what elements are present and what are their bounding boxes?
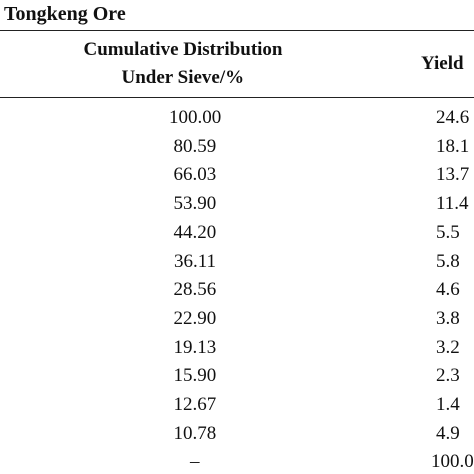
table-cell: 3.8 bbox=[436, 307, 460, 329]
column-header: Cumulative Distribution bbox=[83, 39, 283, 60]
table-cell: 100.00 bbox=[169, 107, 222, 128]
table-cell: 2.3 bbox=[436, 365, 460, 387]
table-cell: 3.2 bbox=[436, 336, 460, 358]
table-cell: 19.13 bbox=[173, 336, 217, 358]
table-cell: 100.0 bbox=[431, 451, 474, 473]
table-cell: 1.4 bbox=[436, 394, 460, 415]
table-cell: – bbox=[190, 451, 200, 473]
table-cell: 24.6 bbox=[436, 107, 470, 128]
table-cell: 15.90 bbox=[173, 365, 217, 387]
table-cell: 10.78 bbox=[173, 422, 217, 444]
table-cell: 4.9 bbox=[436, 422, 460, 444]
table-title: Tongkeng Ore bbox=[4, 3, 126, 25]
table-cell: 44.20 bbox=[173, 221, 217, 243]
table-cell: 36.11 bbox=[174, 250, 217, 272]
table-cell: 53.90 bbox=[173, 193, 217, 215]
top-rule bbox=[0, 30, 474, 31]
table-cell: 80.59 bbox=[173, 135, 217, 157]
table-cell: 5.8 bbox=[436, 250, 460, 272]
table-cell: 28.56 bbox=[173, 279, 217, 301]
table-cell: 4.6 bbox=[436, 279, 460, 301]
header-rule bbox=[0, 97, 474, 98]
table-cell: 66.03 bbox=[173, 164, 217, 186]
column-header: Yield bbox=[421, 53, 464, 74]
table-cell: 11.4 bbox=[436, 193, 469, 215]
table-cell: 22.90 bbox=[173, 307, 217, 329]
table-cell: 5.5 bbox=[436, 221, 460, 243]
table-cell: 12.67 bbox=[173, 394, 217, 415]
column-header: Under Sieve/% bbox=[121, 67, 245, 88]
table-cell: 13.7 bbox=[436, 164, 470, 186]
table-cell: 18.1 bbox=[436, 135, 470, 157]
